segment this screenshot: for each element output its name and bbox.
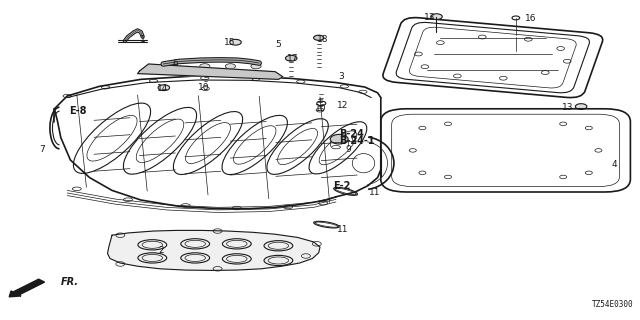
Text: 10: 10 [315, 104, 326, 113]
Text: 12: 12 [337, 101, 349, 110]
Text: 11: 11 [337, 225, 349, 234]
Ellipse shape [225, 64, 236, 69]
Text: 9: 9 [345, 145, 351, 154]
Text: 11: 11 [369, 188, 381, 197]
Ellipse shape [431, 14, 442, 20]
Text: 1: 1 [140, 35, 145, 44]
Text: TZ54E0300: TZ54E0300 [592, 300, 634, 309]
Ellipse shape [168, 64, 178, 69]
Polygon shape [108, 230, 320, 270]
Text: 7: 7 [40, 145, 45, 154]
Text: B-24: B-24 [339, 129, 364, 140]
Text: 8: 8 [351, 137, 356, 146]
Text: 13: 13 [562, 103, 573, 112]
Ellipse shape [251, 64, 261, 69]
Ellipse shape [285, 55, 297, 61]
Text: 10: 10 [198, 83, 210, 92]
Text: E-8: E-8 [69, 106, 86, 116]
Text: FR.: FR. [61, 277, 79, 287]
Text: 18: 18 [317, 35, 328, 44]
Ellipse shape [575, 104, 587, 109]
Text: 14: 14 [157, 84, 168, 93]
Text: B-24-1: B-24-1 [339, 136, 375, 147]
Text: 3: 3 [338, 72, 344, 81]
Ellipse shape [330, 134, 348, 144]
Text: 4: 4 [611, 160, 617, 169]
Text: 6: 6 [173, 59, 179, 68]
Polygon shape [138, 64, 283, 79]
Text: 17: 17 [287, 54, 298, 63]
Text: 16: 16 [525, 14, 536, 23]
Ellipse shape [158, 85, 170, 91]
Text: 15: 15 [224, 38, 236, 47]
Text: 13: 13 [424, 13, 435, 22]
Text: 2: 2 [159, 246, 164, 255]
Ellipse shape [230, 39, 241, 45]
Text: 5: 5 [275, 40, 281, 49]
FancyArrow shape [9, 279, 45, 297]
Ellipse shape [314, 35, 324, 40]
Ellipse shape [200, 64, 210, 69]
Text: E-2: E-2 [333, 181, 350, 191]
